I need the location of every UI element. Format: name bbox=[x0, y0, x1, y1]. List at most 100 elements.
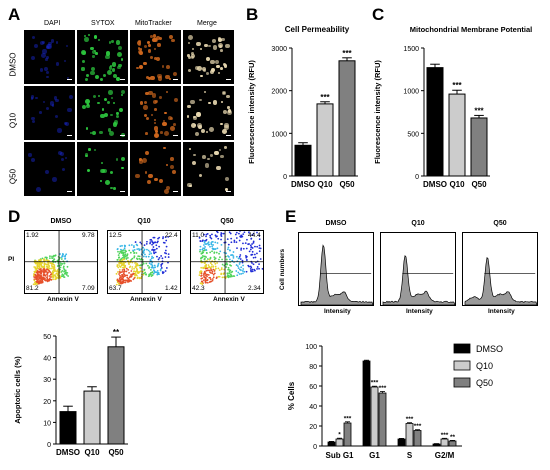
flow-event bbox=[42, 268, 45, 271]
flow-event bbox=[147, 255, 150, 258]
cell-dot bbox=[207, 157, 210, 161]
bar-q50-sub-g1 bbox=[343, 422, 352, 447]
cell-dot bbox=[170, 156, 174, 161]
flow-event bbox=[162, 236, 165, 238]
y-tick-label: 10 bbox=[43, 420, 51, 427]
flow-event bbox=[236, 247, 238, 250]
cell-dot bbox=[135, 174, 140, 179]
cell-dot bbox=[137, 41, 142, 45]
significance-marker: *** bbox=[406, 416, 414, 423]
flow-event bbox=[151, 243, 153, 246]
cell-dot bbox=[219, 49, 223, 52]
flow-event bbox=[148, 251, 151, 253]
cell-dot bbox=[212, 100, 217, 105]
flow-event bbox=[251, 247, 254, 249]
flow-event bbox=[206, 258, 209, 260]
cell-dot bbox=[93, 95, 97, 99]
cell-dot bbox=[106, 101, 110, 105]
flow-event bbox=[165, 245, 168, 248]
flow-event bbox=[140, 277, 143, 279]
flow-event bbox=[61, 262, 64, 265]
flow-event bbox=[200, 277, 203, 280]
bar-q10-g1 bbox=[370, 386, 379, 447]
flow-event bbox=[158, 245, 161, 248]
y-tick-label: 80 bbox=[309, 364, 317, 371]
flow-event bbox=[137, 264, 140, 267]
cell-dot bbox=[159, 178, 164, 183]
flow-event bbox=[63, 276, 66, 278]
flow-event bbox=[235, 255, 238, 258]
flow-event bbox=[46, 266, 49, 269]
flow-event bbox=[143, 269, 146, 271]
flow-event bbox=[203, 258, 206, 261]
cell-dot bbox=[164, 130, 169, 136]
cell-dot bbox=[166, 65, 171, 69]
flow-event bbox=[153, 236, 156, 239]
flow-event bbox=[53, 268, 56, 271]
cell-dot bbox=[209, 127, 214, 132]
flow-event bbox=[48, 267, 51, 270]
flow-event bbox=[36, 281, 39, 283]
flow-event bbox=[220, 244, 223, 246]
flow-event bbox=[217, 275, 220, 278]
flow-event bbox=[126, 276, 129, 279]
flow-event bbox=[135, 257, 138, 260]
y-tick-label: 1000 bbox=[271, 131, 287, 138]
flow-event bbox=[53, 258, 56, 261]
panel-c-letter: C bbox=[372, 5, 385, 24]
flow-event bbox=[130, 275, 133, 277]
cell-dot bbox=[157, 74, 162, 79]
flow-event bbox=[48, 265, 50, 268]
cell-dot bbox=[149, 75, 155, 81]
cell-dot bbox=[163, 146, 166, 150]
flow-event bbox=[116, 278, 119, 281]
flow-event bbox=[236, 274, 239, 277]
flow-event bbox=[116, 271, 119, 273]
flow-event bbox=[123, 257, 126, 259]
flow-event bbox=[235, 270, 238, 272]
flow-event bbox=[148, 262, 151, 265]
flow-event bbox=[203, 233, 205, 236]
cell-dot bbox=[154, 108, 157, 111]
cell-dot bbox=[117, 52, 123, 58]
cell-dot bbox=[34, 96, 38, 100]
flow-event bbox=[125, 267, 128, 270]
flow-event bbox=[201, 240, 204, 243]
cell-dot bbox=[137, 40, 141, 44]
flow-event bbox=[226, 263, 229, 266]
flow-event bbox=[63, 262, 66, 265]
flow-event bbox=[251, 262, 253, 264]
cell-dot bbox=[118, 63, 122, 68]
cell-dot bbox=[212, 39, 216, 43]
significance-marker: *** bbox=[379, 385, 387, 392]
flow-event bbox=[152, 242, 155, 245]
flow-event bbox=[150, 275, 153, 278]
flow-event bbox=[213, 270, 216, 272]
histogram-fill bbox=[300, 244, 374, 306]
cell-dot bbox=[44, 67, 49, 72]
hist-x-axis-label: Intensity bbox=[324, 308, 351, 315]
bar-q50-g1 bbox=[378, 392, 387, 447]
cell-dot bbox=[103, 112, 109, 118]
flow-event bbox=[248, 231, 250, 232]
cell-dot bbox=[105, 54, 110, 60]
flow-event bbox=[123, 258, 126, 261]
scale-bar bbox=[120, 191, 125, 192]
y-tick-label: 1000 bbox=[403, 89, 419, 96]
flow-title-q50: Q50 bbox=[220, 218, 234, 225]
y-tick-label: 0 bbox=[283, 174, 287, 181]
flow-event bbox=[199, 245, 202, 248]
flow-event bbox=[135, 264, 137, 266]
flow-event bbox=[130, 270, 133, 272]
flow-event bbox=[242, 268, 245, 270]
flow-event bbox=[48, 257, 51, 259]
cell-dot bbox=[172, 123, 176, 127]
cell-dot bbox=[54, 98, 59, 103]
cell-dot bbox=[57, 128, 62, 133]
flow-event bbox=[251, 250, 254, 253]
flow-event bbox=[261, 267, 263, 270]
flow-event bbox=[119, 245, 122, 248]
flow-event bbox=[118, 273, 120, 275]
cell-dot bbox=[164, 188, 169, 194]
flow-event bbox=[226, 275, 229, 278]
